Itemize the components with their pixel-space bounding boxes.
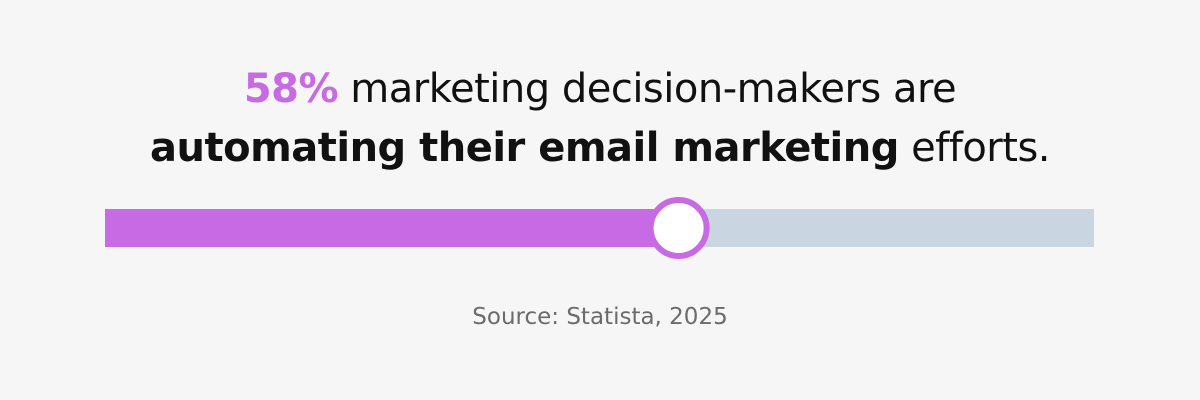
highlight-value: 58% bbox=[243, 66, 339, 112]
progress-knob bbox=[647, 197, 710, 259]
headline: 58% marketing decision-makers are automa… bbox=[0, 60, 1200, 178]
progress-fill bbox=[105, 209, 679, 247]
headline-line: 58% marketing decision-makers are bbox=[0, 60, 1200, 119]
headline-line: automating their email marketing efforts… bbox=[0, 119, 1200, 178]
headline-text: efforts. bbox=[911, 125, 1050, 171]
headline-emphasis: automating their email marketing bbox=[150, 125, 899, 171]
source: Source: Statista, 2025 bbox=[472, 304, 728, 330]
headline-text: marketing decision-makers are bbox=[350, 66, 957, 112]
